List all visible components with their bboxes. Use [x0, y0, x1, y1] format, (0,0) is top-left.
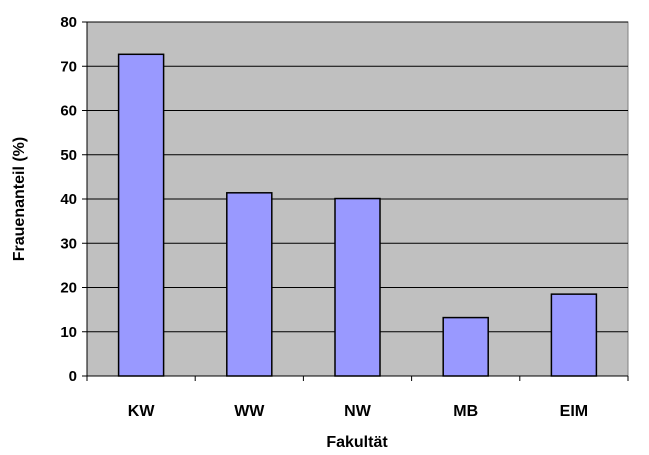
y-tick-label: 80	[60, 14, 77, 31]
bar-nw	[334, 197, 381, 377]
y-axis-title: Frauenanteil (%)	[11, 137, 28, 261]
gridlines	[87, 21, 628, 333]
bar-eim	[550, 293, 598, 377]
bars	[117, 53, 598, 377]
x-tick-label: EIM	[560, 403, 588, 420]
x-tick-label: KW	[128, 403, 156, 420]
y-ticks: 0 10 20 30 40 50 60 70 80	[60, 14, 87, 385]
y-tick-label: 60	[60, 103, 77, 120]
y-tick-label: 50	[60, 147, 77, 164]
y-tick-label: 40	[60, 191, 77, 208]
y-tick-label: 70	[60, 58, 77, 75]
bar-ww	[226, 192, 273, 377]
bar-mb	[442, 316, 489, 377]
bar-kw	[117, 53, 165, 377]
x-axis-title: Fakultät	[326, 434, 388, 451]
x-tick-label: WW	[234, 403, 265, 420]
y-tick-label: 20	[60, 280, 77, 297]
y-tick-label: 0	[69, 368, 77, 385]
x-tick-label: NW	[344, 403, 372, 420]
x-tick-label: MB	[453, 403, 478, 420]
y-tick-label: 10	[60, 324, 77, 341]
y-tick-label: 30	[60, 235, 77, 252]
x-ticks: KW WW NW MB EIM	[86, 376, 629, 420]
